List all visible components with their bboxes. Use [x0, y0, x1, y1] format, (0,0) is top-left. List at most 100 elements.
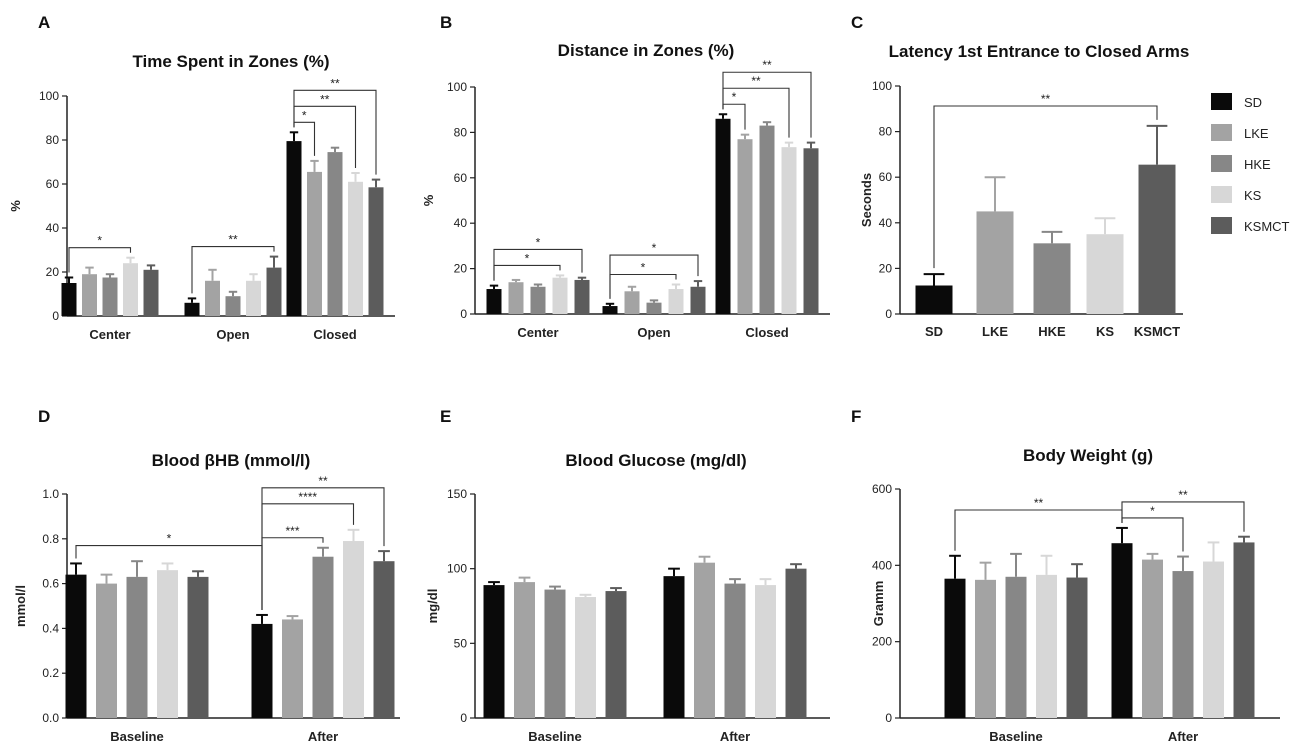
bar-D-Baseline-KSMCT [187, 576, 209, 718]
y-tick-label: 0.4 [42, 621, 59, 635]
x-tick-label: After [308, 729, 338, 744]
y-axis-label-A: % [8, 200, 23, 212]
bar-B-Open-SD [602, 306, 618, 314]
significance-bracket [493, 248, 583, 281]
significance-label: * [536, 235, 541, 249]
bar-E-After-LKE [694, 562, 715, 718]
chart-title-E: Blood Glucose (mg/dl) [565, 451, 746, 470]
y-tick-label: 0.0 [42, 711, 59, 725]
bar-D-Baseline-LKE [96, 583, 117, 718]
bar-D-After-KSMCT [373, 561, 395, 718]
bar-E-After-KSMCT [785, 568, 807, 718]
bar-A-Open-HKE [225, 296, 241, 316]
y-tick-label: 20 [46, 265, 60, 279]
bar-A-Closed-HKE [327, 152, 343, 316]
chart-title-F: Body Weight (g) [1023, 446, 1153, 465]
significance-bracket [68, 247, 132, 273]
bar-B-Center-HKE [530, 286, 546, 314]
bar-A-Closed-LKE [307, 171, 322, 316]
significance-label: * [167, 532, 172, 546]
x-tick-label: KS [1096, 324, 1114, 339]
y-tick-label: 100 [447, 562, 467, 576]
significance-label: * [1150, 504, 1155, 518]
bar-E-Baseline-HKE [544, 589, 566, 718]
bar-F-After-HKE [1172, 571, 1194, 718]
bar-D-After-KS [343, 541, 364, 718]
y-tick-label: 60 [46, 177, 60, 191]
significance-label: **** [298, 490, 317, 504]
panel-label-B: B [440, 13, 452, 32]
bar-B-Center-KSMCT [574, 279, 590, 314]
y-tick-label: 40 [46, 221, 60, 235]
y-axis-label-B: % [421, 194, 436, 206]
y-tick-label: 20 [454, 262, 468, 276]
x-tick-label: LKE [982, 324, 1008, 339]
significance-label: ** [751, 74, 761, 88]
legend-item: KSMCT [1211, 217, 1290, 234]
significance-label: * [97, 234, 102, 248]
x-tick-label: KSMCT [1134, 324, 1180, 339]
x-tick-label: Open [216, 327, 249, 342]
bar-F-Baseline-LKE [975, 579, 996, 718]
legend-swatch [1211, 217, 1232, 234]
y-tick-label: 60 [454, 171, 468, 185]
bar-F-Baseline-SD [944, 578, 966, 718]
bar-C-SD [915, 285, 953, 314]
legend-swatch [1211, 186, 1232, 203]
x-tick-label: After [1168, 729, 1198, 744]
significance-label: * [732, 90, 737, 104]
y-tick-label: 100 [447, 80, 467, 94]
legend: SD LKE HKE KS KSMCT [1211, 93, 1290, 234]
bar-B-Center-KS [552, 277, 568, 314]
bar-E-Baseline-KSMCT [605, 591, 627, 718]
y-tick-label: 0 [460, 307, 467, 321]
significance-bracket [933, 105, 1158, 269]
significance-bracket [954, 509, 1123, 551]
legend-swatch [1211, 155, 1232, 172]
bar-C-HKE [1033, 243, 1071, 314]
legend-item: HKE [1211, 155, 1271, 172]
bar-B-Closed-HKE [759, 125, 775, 314]
bar-A-Center-KSMCT [143, 269, 159, 316]
significance-bracket [261, 503, 355, 610]
significance-bracket [609, 273, 677, 299]
y-tick-label: 600 [872, 482, 892, 496]
y-axis-label-D: mmol/l [13, 585, 28, 627]
bar-A-Closed-KSMCT [368, 187, 384, 316]
legend-item: KS [1211, 186, 1262, 203]
y-axis-label-E: mg/dl [425, 589, 440, 624]
legend-label: HKE [1244, 157, 1271, 172]
y-tick-label: 40 [454, 216, 468, 230]
bar-D-Baseline-HKE [126, 576, 148, 718]
y-tick-label: 200 [872, 635, 892, 649]
legend-label: SD [1244, 95, 1262, 110]
legend-swatch [1211, 93, 1232, 110]
bar-C-LKE [976, 211, 1014, 314]
y-tick-label: 0.2 [42, 666, 59, 680]
y-axis-label-C: Seconds [859, 173, 874, 227]
bar-A-Open-LKE [205, 280, 220, 316]
bar-C-KSMCT [1138, 164, 1176, 314]
bar-F-After-LKE [1142, 559, 1163, 718]
y-tick-label: 1.0 [42, 487, 59, 501]
chart-title-A: Time Spent in Zones (%) [132, 52, 329, 71]
x-tick-label: Closed [745, 325, 788, 340]
y-tick-label: 0 [52, 309, 59, 323]
bar-A-Closed-SD [286, 141, 302, 316]
y-tick-label: 0 [885, 711, 892, 725]
bar-A-Open-SD [184, 302, 200, 316]
bar-B-Closed-KS [781, 147, 797, 314]
bar-B-Closed-LKE [737, 139, 753, 314]
y-tick-label: 40 [879, 216, 893, 230]
bar-B-Center-SD [486, 289, 502, 314]
significance-label: *** [285, 524, 299, 538]
x-tick-label: Baseline [110, 729, 163, 744]
bar-E-Baseline-SD [483, 585, 505, 718]
bar-A-Open-KSMCT [266, 267, 282, 316]
significance-label: * [652, 241, 657, 255]
significance-label: ** [330, 76, 340, 90]
bar-F-Baseline-KS [1036, 574, 1057, 718]
panel-label-A: A [38, 13, 50, 32]
bar-E-After-SD [663, 576, 685, 718]
